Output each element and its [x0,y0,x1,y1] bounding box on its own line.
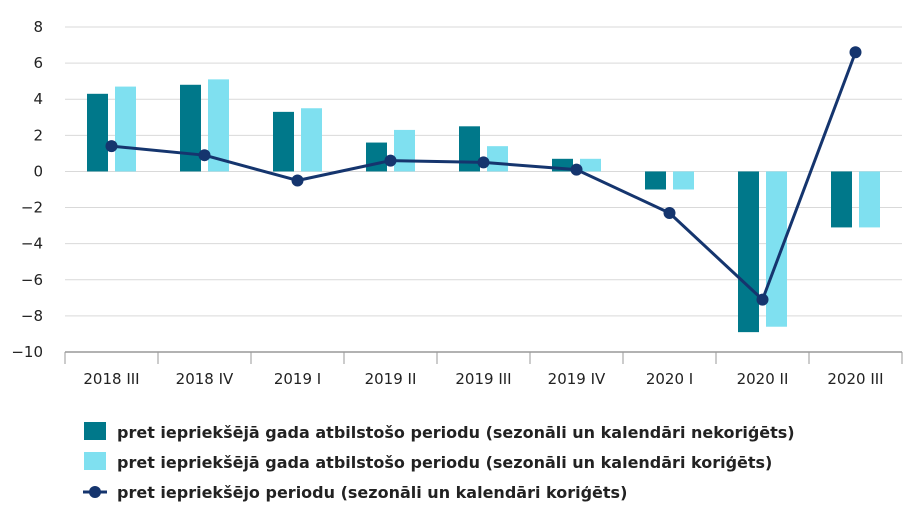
legend-label: pret iepriekšējo periodu (sezonāli un ka… [117,483,627,502]
line-point [477,156,490,169]
bar-series-2 [580,158,601,172]
bar-series-2 [208,79,229,172]
y-tick-label: −4 [21,235,43,253]
bar-series-1 [738,171,759,333]
line-point [198,149,211,162]
bar-series-2 [301,108,322,172]
x-tick-label: 2019 II [365,370,417,388]
line-point [570,163,583,176]
legend-label: pret iepriekšējā gada atbilstošo periodu… [117,453,772,472]
bar-series-1 [87,93,108,172]
bar-series-2 [394,129,415,172]
bars [87,79,880,333]
legend-swatch [84,452,106,470]
bar-series-2 [766,171,787,327]
bar-series-1 [366,142,387,172]
bar-series-2 [673,171,694,190]
x-tick-label: 2020 I [646,370,693,388]
x-tick-label: 2018 IV [176,370,234,388]
x-tick-label: 2019 I [274,370,321,388]
y-tick-label: 4 [33,90,43,108]
y-tick-label: 6 [33,54,43,72]
bar-series-1 [180,84,201,172]
x-tick-label: 2018 III [83,370,139,388]
y-tick-label: −8 [21,307,43,325]
x-tick-label: 2020 III [827,370,883,388]
line-point [291,174,304,187]
legend-label: pret iepriekšējā gada atbilstošo periodu… [117,423,795,442]
line-point [105,140,118,153]
line-point [849,46,862,59]
y-tick-label: −2 [21,199,43,217]
line-point [384,154,397,167]
grid-lines [65,26,902,317]
bar-series-1 [273,111,294,172]
y-tick-label: −6 [21,271,43,289]
y-tick-label: 8 [33,18,43,36]
bar-series-1 [459,126,480,172]
legend-swatch [84,422,106,440]
x-tick-label: 2019 IV [548,370,606,388]
bar-series-2 [859,171,880,228]
line-point [663,206,676,219]
line-point [756,293,769,306]
bar-series-2 [115,86,136,172]
legend: pret iepriekšējā gada atbilstošo periodu… [83,422,795,502]
y-tick-label: 2 [33,126,43,144]
legend-marker [89,486,101,498]
bar-series-1 [645,171,666,190]
axes: −10 −8 −6 −4 −2 0 2 4 6 8 2018 III 2018 IV 2019 I 201… [11,18,903,388]
x-tick-label: 2019 III [455,370,511,388]
line-series [105,46,862,306]
y-tick-label: −10 [11,343,43,361]
bar-series-1 [831,171,852,228]
bar-series-2 [487,146,508,172]
x-tick-label: 2020 II [737,370,789,388]
y-tick-label: 0 [33,162,43,180]
